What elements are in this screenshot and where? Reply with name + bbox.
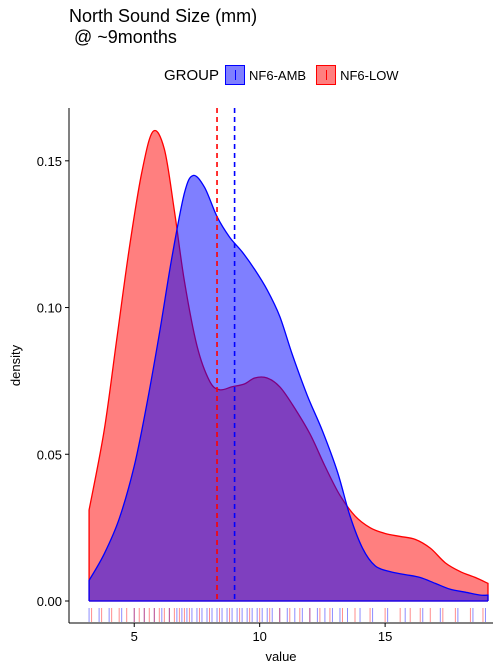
y-tick-label: 0.05 bbox=[37, 447, 62, 462]
x-tick-label: 10 bbox=[252, 629, 266, 644]
legend-title: GROUP bbox=[164, 66, 220, 84]
legend-label-low: NF6-LOW bbox=[340, 67, 399, 83]
legend-key-amb bbox=[225, 65, 246, 85]
legend-item-amb: NF6-AMB bbox=[225, 65, 306, 85]
x-axis-title: value bbox=[265, 649, 296, 664]
legend-item-low: NF6-LOW bbox=[316, 65, 399, 85]
chart-title: North Sound Size (mm) @ ~9months bbox=[69, 6, 258, 47]
x-tick-label: 15 bbox=[378, 629, 392, 644]
y-tick-label: 0.00 bbox=[37, 594, 62, 609]
y-tick-label: 0.10 bbox=[37, 301, 62, 316]
density-outline-nf6-amb bbox=[88, 174, 489, 601]
x-tick-label: 5 bbox=[131, 629, 138, 644]
y-tick-label: 0.15 bbox=[37, 154, 62, 169]
density-fill-nf6-amb bbox=[89, 175, 488, 601]
legend-key-low bbox=[316, 65, 337, 85]
y-axis-title: density bbox=[8, 344, 23, 386]
legend: GROUP NF6-AMB NF6-LOW bbox=[164, 64, 409, 86]
legend-label-amb: NF6-AMB bbox=[249, 67, 307, 83]
